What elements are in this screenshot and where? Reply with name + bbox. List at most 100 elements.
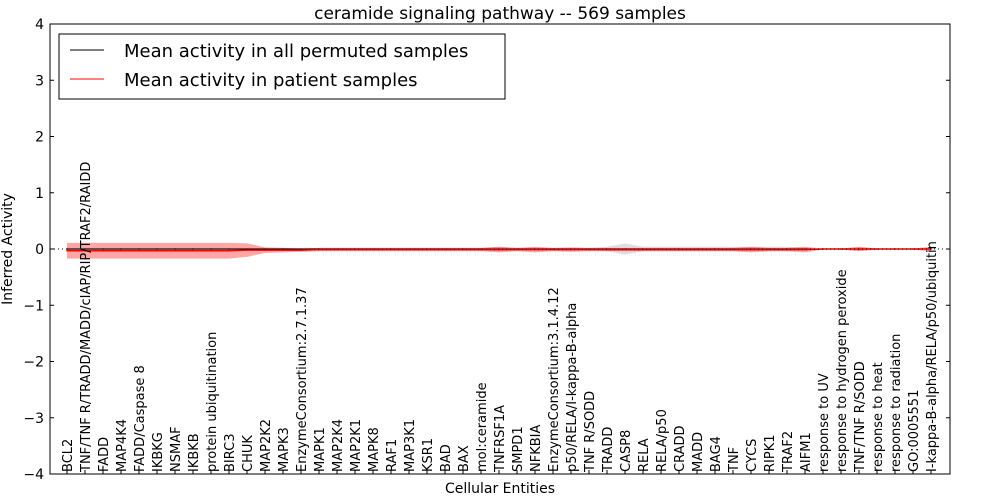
x-tick-label: IKBKG: [151, 432, 166, 472]
data-point: [408, 248, 410, 251]
x-tick-label: KSR1: [421, 438, 436, 472]
y-axis-label: Inferred Activity: [0, 193, 16, 305]
x-tick-label: MAPK8: [367, 427, 382, 472]
legend: Mean activity in all permuted samples Me…: [58, 33, 506, 100]
x-tick-label: TRADD: [601, 427, 616, 473]
data-point: [138, 249, 140, 252]
x-tick-label: TRAF2: [781, 431, 796, 473]
data-point: [336, 248, 338, 251]
data-point: [174, 249, 176, 252]
x-tick-label: AIFM1: [799, 432, 814, 472]
x-tick-label: MAPK3: [277, 427, 292, 472]
y-tick-label: −3: [23, 411, 44, 427]
data-point: [156, 248, 158, 250]
x-tick-label: RIPK1: [763, 434, 778, 472]
x-tick-label: TNF R/SODD: [583, 391, 598, 473]
legend-label-patient: Mean activity in patient samples: [124, 70, 418, 91]
x-tick-label: CHUK: [241, 435, 256, 472]
x-tick-label: NSMAF: [169, 426, 184, 472]
data-point: [552, 248, 554, 251]
x-tick-label: p50/RELA/I-kappa-B-alpha: [565, 303, 580, 472]
x-tick-label: MAP3K1: [403, 419, 418, 472]
x-tick-label: MAP2K1: [349, 419, 364, 472]
x-tick-label: BAG4: [709, 436, 724, 472]
y-tick-label: 0: [35, 242, 44, 258]
legend-box: [58, 33, 506, 100]
x-tick-label: protein ubiquitination: [205, 332, 220, 472]
data-point: [192, 248, 194, 250]
data-point: [228, 248, 230, 250]
data-point: [444, 248, 446, 251]
x-tick-label: MAPK1: [313, 427, 328, 472]
data-point: [282, 249, 284, 251]
x-tick-label: MADD: [691, 432, 706, 472]
data-point: [804, 248, 806, 251]
x-tick-label: GO:0005551: [907, 390, 922, 472]
y-tick-label: −4: [23, 467, 44, 483]
data-point: [120, 249, 122, 252]
data-point: [732, 248, 734, 251]
data-point: [588, 248, 590, 251]
data-point: [876, 248, 878, 250]
y-tick-label: 4: [35, 17, 44, 33]
x-tick-label: RAF1: [385, 439, 400, 472]
data-point: [696, 248, 698, 251]
x-tick-label: SMPD1: [511, 426, 526, 472]
x-tick-label: MAP2K2: [259, 419, 274, 472]
y-tick-label: 3: [35, 73, 44, 89]
data-point: [840, 248, 842, 250]
x-tick-label: FADD/Caspase 8: [133, 365, 148, 472]
x-tick-label: EnzymeConsortium:2.7.1.37: [295, 287, 310, 472]
x-tick-label: response to radiation: [889, 334, 904, 472]
data-point: [66, 249, 68, 252]
x-tick-label: TNFRSF1A: [493, 405, 508, 473]
y-tick-label: −1: [23, 298, 44, 314]
x-tick-label: I-kappa-B-alpha/RELA/p50/ubiquitin: [925, 241, 940, 472]
x-axis-label: Cellular Entities: [445, 481, 555, 497]
x-tick-label: response to heat: [871, 362, 886, 472]
data-point: [264, 249, 266, 251]
x-tick-label: MAP2K4: [331, 419, 346, 472]
data-point: [480, 248, 482, 251]
x-tick-label: NFKBIA: [529, 425, 544, 472]
data-point: [228, 249, 230, 252]
x-tick-label: TNF/TNF R/SODD: [853, 361, 868, 473]
x-tick-label: FADD: [97, 437, 112, 472]
x-tick-label: BAD: [439, 444, 454, 472]
y-tick-label: −2: [23, 355, 44, 371]
x-tick-label: IKBKB: [187, 433, 202, 472]
data-point: [246, 249, 248, 251]
x-tick-label: BAX: [457, 445, 472, 472]
data-point: [192, 249, 194, 252]
x-tick-label: TNF: [727, 447, 742, 473]
data-point: [768, 248, 770, 251]
data-point: [102, 249, 104, 252]
x-tick-label: MAP4K4: [115, 419, 130, 472]
data-point: [372, 248, 374, 251]
x-tick-label: CASP8: [619, 430, 634, 472]
x-tick-label: EnzymeConsortium:3.1.4.12: [547, 287, 562, 472]
data-point: [660, 248, 662, 251]
x-tick-label: response to hydrogen peroxide: [835, 269, 850, 472]
x-tick-label: RELA/p50: [655, 409, 670, 472]
data-point: [210, 249, 212, 252]
x-tick-label: BIRC3: [223, 434, 238, 473]
x-tick-label: TNF/TNF R/TRADD/MADD/cIAP/RIP/TRAF2/RAID…: [79, 162, 94, 473]
y-tick-label: 2: [35, 130, 44, 146]
x-tick-label: mol:ceramide: [475, 382, 490, 472]
data-point: [624, 248, 626, 251]
data-point: [120, 248, 122, 250]
x-tick-label: BCL2: [61, 439, 76, 472]
data-point: [84, 249, 86, 252]
data-point: [84, 248, 86, 250]
x-tick-label: CYCS: [745, 439, 760, 472]
band-patient: [67, 242, 931, 259]
legend-label-permuted: Mean activity in all permuted samples: [124, 41, 468, 62]
x-tick-label: CRADD: [673, 426, 688, 473]
y-tick-label: 1: [35, 186, 44, 202]
data-point: [516, 248, 518, 251]
data-point: [300, 249, 302, 251]
data-point: [912, 248, 914, 250]
